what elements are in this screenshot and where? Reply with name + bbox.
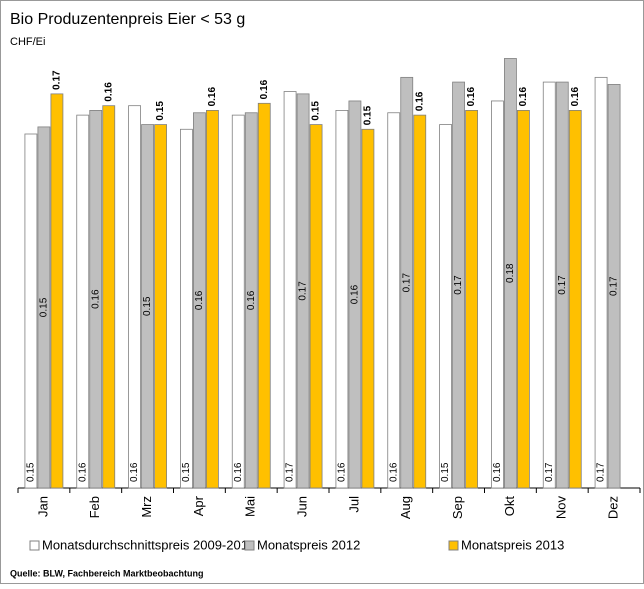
value-label: 0.16 (194, 290, 205, 310)
value-label: 0.16 (414, 91, 425, 111)
bar (24, 133, 38, 489)
x-tick-label: Mai (243, 496, 258, 517)
value-label: 0.16 (492, 462, 503, 482)
value-label: 0.17 (609, 276, 620, 296)
value-label: 0.16 (466, 86, 477, 106)
bar (517, 110, 530, 489)
bar (180, 128, 193, 489)
value-label: 0.18 (505, 263, 516, 283)
bar (387, 112, 401, 489)
value-label: 0.17 (596, 462, 607, 482)
bar (348, 100, 362, 489)
value-label: 0.15 (363, 105, 374, 125)
bar (413, 114, 427, 489)
bar (491, 100, 504, 489)
bar (206, 110, 219, 489)
legend-swatch (448, 540, 459, 551)
x-tick-label: Dez (606, 496, 621, 519)
value-label: 0.15 (181, 462, 192, 482)
bar (89, 110, 103, 489)
value-label: 0.16 (207, 86, 218, 106)
bar (296, 93, 310, 489)
value-label: 0.17 (285, 462, 296, 482)
value-label: 0.16 (233, 462, 244, 482)
bar (309, 124, 323, 489)
value-label: 0.16 (90, 289, 101, 309)
value-label: 0.16 (259, 79, 270, 99)
bar (231, 114, 245, 489)
bar (542, 81, 556, 489)
bar (335, 110, 349, 489)
legend-swatch (244, 540, 255, 551)
bar (76, 114, 90, 489)
value-label: 0.15 (155, 101, 166, 121)
x-tick-label: Feb (87, 496, 102, 518)
legend-swatch (29, 540, 40, 551)
bar (607, 84, 621, 489)
bar (154, 124, 167, 489)
bar (400, 76, 414, 489)
x-tick-label: Sep (450, 496, 465, 519)
bar (50, 93, 64, 489)
x-tick-label: Jul (346, 496, 361, 513)
value-label: 0.15 (311, 101, 322, 121)
value-label: 0.16 (246, 290, 257, 310)
value-label: 0.15 (142, 296, 153, 316)
bar (555, 81, 569, 489)
value-label: 0.15 (440, 462, 451, 482)
bar (361, 128, 375, 489)
value-label: 0.17 (557, 275, 568, 295)
bar (193, 112, 206, 489)
value-label: 0.16 (337, 462, 348, 482)
bar (128, 105, 141, 489)
x-tick-label: Apr (191, 495, 206, 516)
bar (452, 81, 465, 489)
bar (568, 110, 582, 489)
x-tick-label: Aug (398, 496, 413, 519)
bar (465, 110, 478, 489)
value-label: 0.15 (39, 297, 50, 317)
bar (283, 91, 297, 489)
chart-title: Bio Produzentenpreis Eier < 53 g (10, 11, 245, 28)
value-label: 0.16 (103, 82, 114, 102)
bar (102, 105, 116, 489)
bar (594, 76, 608, 489)
bar (37, 126, 51, 489)
x-tick-label: Nov (554, 496, 569, 520)
source: Quelle: BLW, Fachbereich Marktbeobachtun… (10, 568, 204, 578)
legend-label: Monatsdurchschnittspreis 2009-2011 (42, 537, 254, 552)
value-label: 0.17 (453, 275, 464, 295)
value-label: 0.16 (570, 86, 581, 106)
x-tick-label: Jun (295, 496, 310, 517)
value-label: 0.16 (350, 284, 361, 304)
x-tick-label: Jan (35, 496, 50, 517)
bar (244, 112, 258, 489)
bar (439, 124, 452, 489)
bar (141, 124, 154, 489)
x-tick-label: Mrz (139, 496, 154, 518)
bar (504, 58, 517, 489)
legend-label: Monatspreis 2013 (461, 537, 564, 552)
value-label: 0.16 (77, 462, 88, 482)
bar (257, 102, 271, 489)
value-label: 0.17 (52, 70, 63, 90)
value-label: 0.15 (26, 462, 37, 482)
value-label: 0.16 (388, 462, 399, 482)
value-label: 0.17 (401, 273, 412, 293)
x-tick-label: Okt (502, 496, 517, 517)
value-label: 0.17 (544, 462, 555, 482)
value-label: 0.17 (298, 281, 309, 301)
value-label: 0.16 (518, 86, 529, 106)
legend-label: Monatspreis 2012 (257, 537, 360, 552)
chart-subtitle: CHF/Ei (10, 36, 45, 48)
value-label: 0.16 (129, 462, 140, 482)
